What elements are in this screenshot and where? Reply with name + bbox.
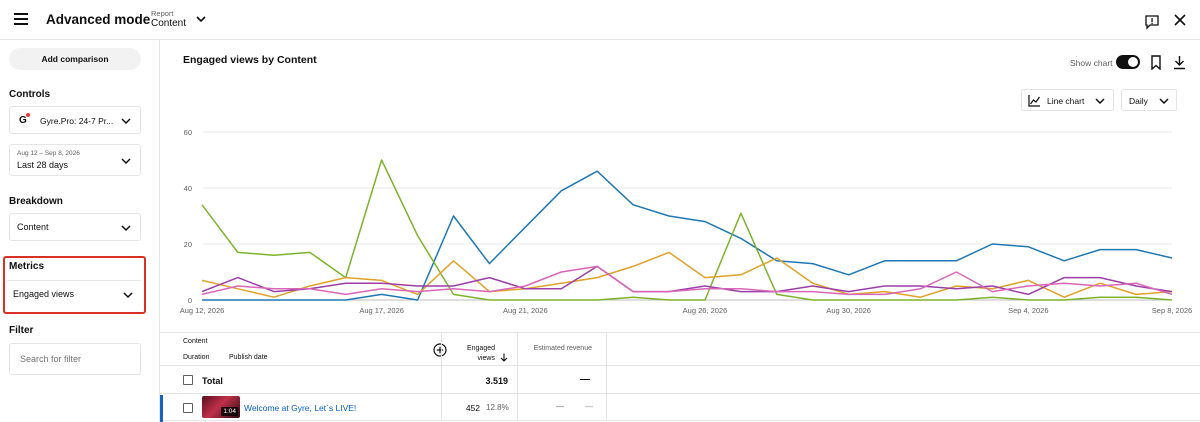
report-selector[interactable]: Content bbox=[151, 18, 187, 29]
total-row: Total 3.519 — bbox=[160, 365, 1200, 393]
metrics-label: Metrics bbox=[9, 261, 45, 272]
line-chart-icon bbox=[1028, 95, 1040, 107]
filter-label: Filter bbox=[9, 325, 34, 336]
chart-title: Engaged views by Content bbox=[183, 54, 317, 66]
series-line bbox=[201, 251, 1173, 298]
metrics-value: Engaged views bbox=[13, 289, 75, 299]
app-title: Advanced mode bbox=[46, 12, 151, 27]
main-panel: Engaged views by Content Show chart Line… bbox=[160, 40, 1200, 422]
chevron-down-icon[interactable] bbox=[195, 14, 207, 24]
content-table: Content Duration Publish date Engaged vi… bbox=[160, 332, 1200, 422]
chevron-down-icon bbox=[121, 225, 131, 232]
filter-search-input[interactable] bbox=[9, 343, 141, 375]
breakdown-label: Breakdown bbox=[9, 196, 63, 207]
date-range-text: Aug 12 – Sep 8, 2026 bbox=[17, 150, 80, 157]
x-tick-label: Aug 17, 2026 bbox=[359, 306, 404, 315]
x-tick-label: Sep 8, 2026 bbox=[1152, 306, 1192, 315]
sort-down-icon[interactable] bbox=[500, 353, 508, 362]
chevron-down-icon bbox=[121, 118, 131, 125]
chevron-down-icon bbox=[121, 158, 131, 165]
x-tick-label: Aug 30, 2026 bbox=[826, 306, 871, 315]
video-views-percent: 12.8% bbox=[486, 403, 509, 412]
menu-icon[interactable] bbox=[14, 13, 28, 25]
breakdown-select[interactable]: Content bbox=[9, 213, 141, 241]
header-engaged-views[interactable]: Engaged views bbox=[466, 345, 495, 362]
channel-name: Gyre.Pro: 24-7 Pr... bbox=[40, 116, 114, 126]
header-estimated-revenue[interactable]: Estimated revenue bbox=[533, 345, 592, 352]
add-column-icon[interactable] bbox=[433, 343, 447, 357]
video-revenue-secondary: — bbox=[585, 402, 593, 411]
x-tick-label: Aug 21, 2026 bbox=[503, 306, 548, 315]
y-tick-label: 60 bbox=[184, 128, 192, 137]
column-divider bbox=[606, 333, 607, 421]
add-comparison-button[interactable]: Add comparison bbox=[9, 48, 141, 70]
channel-select[interactable]: G Gyre.Pro: 24-7 Pr... bbox=[9, 106, 141, 134]
video-duration: 1:04 bbox=[221, 407, 238, 416]
x-tick-label: Sep 4, 2026 bbox=[1008, 306, 1048, 315]
x-tick-label: Aug 12, 2026 bbox=[180, 306, 225, 315]
y-tick-label: 40 bbox=[184, 184, 192, 193]
series-line bbox=[201, 265, 1173, 296]
row-checkbox[interactable] bbox=[183, 403, 193, 413]
x-tick-label: Aug 26, 2026 bbox=[683, 306, 728, 315]
header-content: Content bbox=[183, 338, 208, 345]
total-label: Total bbox=[202, 376, 223, 386]
metrics-highlight bbox=[3, 256, 146, 314]
series-line bbox=[201, 159, 1173, 301]
line-chart: 0 20 40 60 Aug 12, 2026 Aug 17, 2026 Aug 21, 2… bbox=[180, 128, 1193, 315]
breakdown-value: Content bbox=[17, 222, 49, 232]
interval-select[interactable]: Daily bbox=[1121, 89, 1177, 111]
column-divider bbox=[517, 333, 518, 421]
show-chart-label: Show chart bbox=[1070, 58, 1113, 68]
header-publish-date[interactable]: Publish date bbox=[229, 354, 268, 361]
series-color-marker bbox=[160, 395, 163, 422]
chevron-down-icon bbox=[1159, 98, 1169, 105]
date-range-select[interactable]: Aug 12 – Sep 8, 2026 Last 28 days bbox=[9, 144, 141, 176]
controls-label: Controls bbox=[9, 89, 51, 100]
total-revenue: — bbox=[580, 374, 590, 385]
y-tick-label: 0 bbox=[188, 296, 192, 305]
show-chart-toggle[interactable] bbox=[1116, 55, 1140, 69]
metrics-select[interactable]: Engaged views bbox=[6, 280, 142, 308]
report-label: Report bbox=[151, 9, 174, 18]
table-row[interactable]: 1:04 Welcome at Gyre, Let`s LIVE! 452 12… bbox=[160, 393, 1200, 422]
close-icon[interactable] bbox=[1173, 13, 1187, 27]
series-line bbox=[201, 265, 1173, 296]
sidebar: Add comparison Controls G Gyre.Pro: 24-7… bbox=[0, 40, 160, 422]
total-engaged-views: 3.519 bbox=[485, 376, 508, 386]
video-title-link[interactable]: Welcome at Gyre, Let`s LIVE! bbox=[244, 403, 357, 413]
feedback-icon[interactable] bbox=[1144, 14, 1160, 30]
bookmark-icon[interactable] bbox=[1150, 55, 1162, 70]
chart-type-select[interactable]: Line chart bbox=[1021, 89, 1114, 111]
chevron-down-icon bbox=[1095, 98, 1105, 105]
header-duration[interactable]: Duration bbox=[183, 354, 210, 361]
chart-type-label: Line chart bbox=[1047, 96, 1085, 106]
video-revenue: — bbox=[556, 402, 564, 411]
column-divider bbox=[441, 333, 442, 421]
channel-logo: G bbox=[19, 113, 30, 126]
top-bar: Advanced mode Report Content bbox=[0, 0, 1200, 40]
date-range-value: Last 28 days bbox=[17, 160, 69, 170]
total-checkbox[interactable] bbox=[183, 375, 193, 385]
download-icon[interactable] bbox=[1173, 55, 1186, 70]
interval-label: Daily bbox=[1129, 96, 1148, 106]
video-thumbnail[interactable]: 1:04 bbox=[202, 396, 240, 418]
chevron-down-icon bbox=[123, 292, 133, 299]
video-engaged-views: 452 bbox=[465, 403, 480, 413]
series-line bbox=[202, 170, 1173, 301]
y-tick-label: 20 bbox=[184, 240, 192, 249]
